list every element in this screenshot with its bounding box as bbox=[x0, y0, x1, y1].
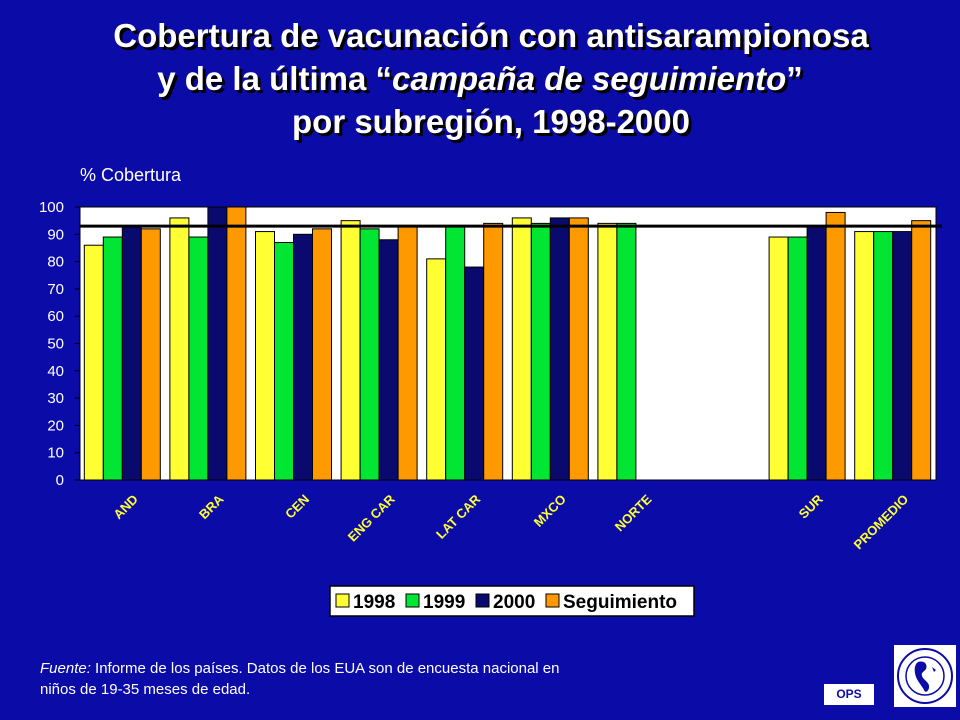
paho-logo-icon bbox=[894, 645, 956, 707]
ops-badge: OPS bbox=[824, 684, 874, 705]
bar-1999-5 bbox=[530, 222, 551, 481]
bar-2000-5 bbox=[549, 217, 570, 481]
legend-box bbox=[329, 585, 695, 617]
bar-seguimiento-4 bbox=[483, 222, 504, 481]
legend-label-seguimiento: Seguimiento bbox=[563, 592, 677, 613]
bar-1999-1 bbox=[188, 236, 209, 481]
bar-2000-9 bbox=[892, 231, 913, 481]
bar-2000-3 bbox=[378, 239, 399, 481]
bar-1999-6 bbox=[616, 222, 637, 481]
bar-1999-3 bbox=[359, 228, 380, 481]
legend-swatch-1999 bbox=[405, 593, 420, 608]
bar-seguimiento-0 bbox=[140, 228, 161, 481]
bar-1999-9 bbox=[873, 231, 894, 481]
bar-1998-9 bbox=[854, 231, 875, 481]
y-axis-label: % Cobertura bbox=[80, 165, 182, 185]
y-tick-label: 0 bbox=[56, 472, 64, 489]
bar-2000-2 bbox=[293, 233, 313, 481]
bar-seguimiento-8 bbox=[825, 211, 846, 481]
x-tick-label-mxco: MXCO bbox=[531, 492, 569, 530]
title-line-2-suffix: ” bbox=[786, 60, 803, 97]
y-tick-label: 10 bbox=[47, 445, 64, 462]
bar-1998-1 bbox=[169, 217, 190, 481]
x-tick-label-lat-car: LAT CAR bbox=[433, 491, 484, 542]
y-tick-label: 100 bbox=[39, 199, 64, 216]
title-line-2-prefix: y de la última “ bbox=[157, 60, 392, 97]
x-tick-label-bra: BRA bbox=[196, 491, 227, 522]
bar-1999-8 bbox=[787, 236, 808, 481]
x-tick-label-eng-car: ENG CAR bbox=[345, 491, 398, 544]
title-line-1: Cobertura de vacunación con antisarampio… bbox=[113, 17, 869, 54]
footnote: Fuente: Informe de los países. Datos de … bbox=[40, 658, 560, 700]
x-tick-label-and: AND bbox=[110, 492, 141, 523]
bar-2000-0 bbox=[121, 225, 142, 481]
bar-seguimiento-1 bbox=[226, 206, 247, 481]
y-tick-label: 80 bbox=[47, 254, 64, 271]
bar-1999-4 bbox=[445, 225, 466, 481]
legend-swatch-2000 bbox=[475, 593, 490, 608]
legend-swatch-1998 bbox=[335, 593, 350, 608]
bar-1998-2 bbox=[255, 231, 275, 481]
bar-seguimiento-9 bbox=[911, 220, 932, 481]
footnote-source-label: Fuente: bbox=[40, 660, 91, 677]
bar-1998-6 bbox=[597, 222, 618, 481]
y-tick-label: 60 bbox=[47, 308, 64, 325]
legend-swatch-seguimiento bbox=[545, 593, 560, 608]
y-tick-label: 20 bbox=[47, 417, 64, 434]
footnote-line-1: Informe de los países. Datos de los EUA … bbox=[90, 660, 560, 677]
x-tick-label-cen: CEN bbox=[282, 492, 312, 522]
chart-title: Cobertura de vacunación con antisarampio… bbox=[0, 14, 960, 143]
bar-2000-1 bbox=[207, 206, 228, 481]
bar-seguimiento-3 bbox=[397, 225, 418, 481]
bar-1998-5 bbox=[511, 217, 532, 481]
y-tick-label: 40 bbox=[47, 363, 64, 380]
y-tick-label: 70 bbox=[47, 281, 64, 298]
y-tick-label: 50 bbox=[47, 336, 64, 353]
legend-label-1998: 1998 bbox=[353, 592, 395, 613]
y-tick-label: 90 bbox=[47, 226, 64, 243]
legend-label-2000: 2000 bbox=[493, 592, 535, 613]
y-tick-label: 30 bbox=[47, 390, 64, 407]
bar-1999-2 bbox=[274, 241, 294, 481]
bar-1998-4 bbox=[426, 258, 447, 481]
legend-label-1999: 1999 bbox=[423, 592, 465, 613]
bar-1998-0 bbox=[83, 244, 104, 481]
footnote-line-2: niños de 19-35 meses de edad. bbox=[40, 681, 251, 698]
x-tick-label-norte: NORTE bbox=[612, 491, 655, 534]
bar-1998-8 bbox=[768, 236, 789, 481]
bar-seguimiento-5 bbox=[568, 217, 589, 481]
title-line-2-italic: campaña de seguimiento bbox=[391, 60, 787, 97]
bar-1998-3 bbox=[340, 220, 361, 481]
title-line-3: por subregión, 1998-2000 bbox=[292, 103, 690, 140]
x-tick-label-promedio: PROMEDIO bbox=[851, 492, 912, 553]
x-tick-label-sur: SUR bbox=[796, 491, 826, 521]
bar-1999-0 bbox=[102, 236, 123, 481]
bar-2000-8 bbox=[806, 225, 827, 481]
bar-seguimiento-2 bbox=[312, 228, 332, 481]
title-line-2: y de la última “campaña de seguimiento” bbox=[0, 57, 960, 100]
bar-2000-4 bbox=[464, 266, 485, 481]
